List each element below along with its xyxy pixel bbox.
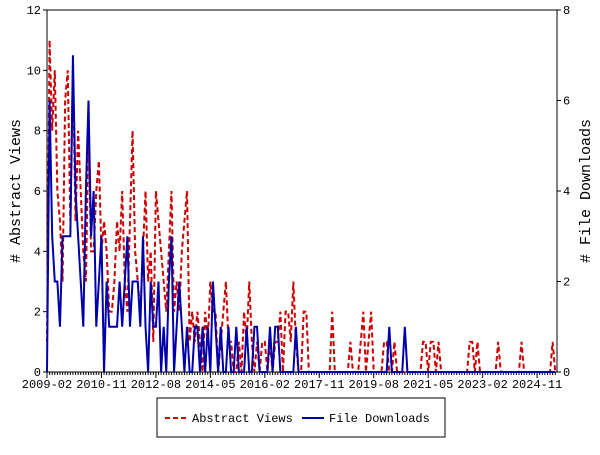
y2-tick-label: 6 (563, 95, 570, 109)
x-tick-label: 2014-05 (185, 378, 235, 392)
y-tick-label: 12 (27, 4, 41, 18)
series-line (46, 40, 557, 373)
legend-box (156, 397, 446, 438)
x-tick-label: 2016-02 (240, 378, 290, 392)
x-tick-label: 2012-08 (131, 378, 181, 392)
x-tick-label: 2024-11 (512, 378, 562, 392)
x-tick-label: 2021-05 (403, 378, 453, 392)
y-tick-label: 0 (34, 366, 41, 380)
x-tick-label: 2010-11 (76, 378, 126, 392)
legend-label: File Downloads (329, 412, 430, 426)
y-tick-label: 6 (34, 185, 41, 199)
y2-tick-label: 4 (563, 185, 570, 199)
x-tick-label: 2023-02 (457, 378, 507, 392)
y2-tick-label: 0 (563, 366, 570, 380)
x-tick-label: 2017-11 (294, 378, 344, 392)
y2-tick-label: 2 (563, 276, 570, 290)
y-tick-label: 10 (27, 64, 41, 78)
series-line (46, 55, 556, 373)
y-tick-label: 4 (34, 245, 41, 259)
x-tick-label: 2019-08 (349, 378, 399, 392)
y-tick-label: 8 (34, 125, 41, 139)
y2-axis-label: # File Downloads (578, 119, 595, 263)
y-tick-label: 2 (34, 306, 41, 320)
y-axis-label: # Abstract Views (8, 119, 25, 263)
y2-tick-label: 8 (563, 4, 570, 18)
legend-label: Abstract Views (192, 412, 293, 426)
x-tick-label: 2009-02 (22, 378, 72, 392)
